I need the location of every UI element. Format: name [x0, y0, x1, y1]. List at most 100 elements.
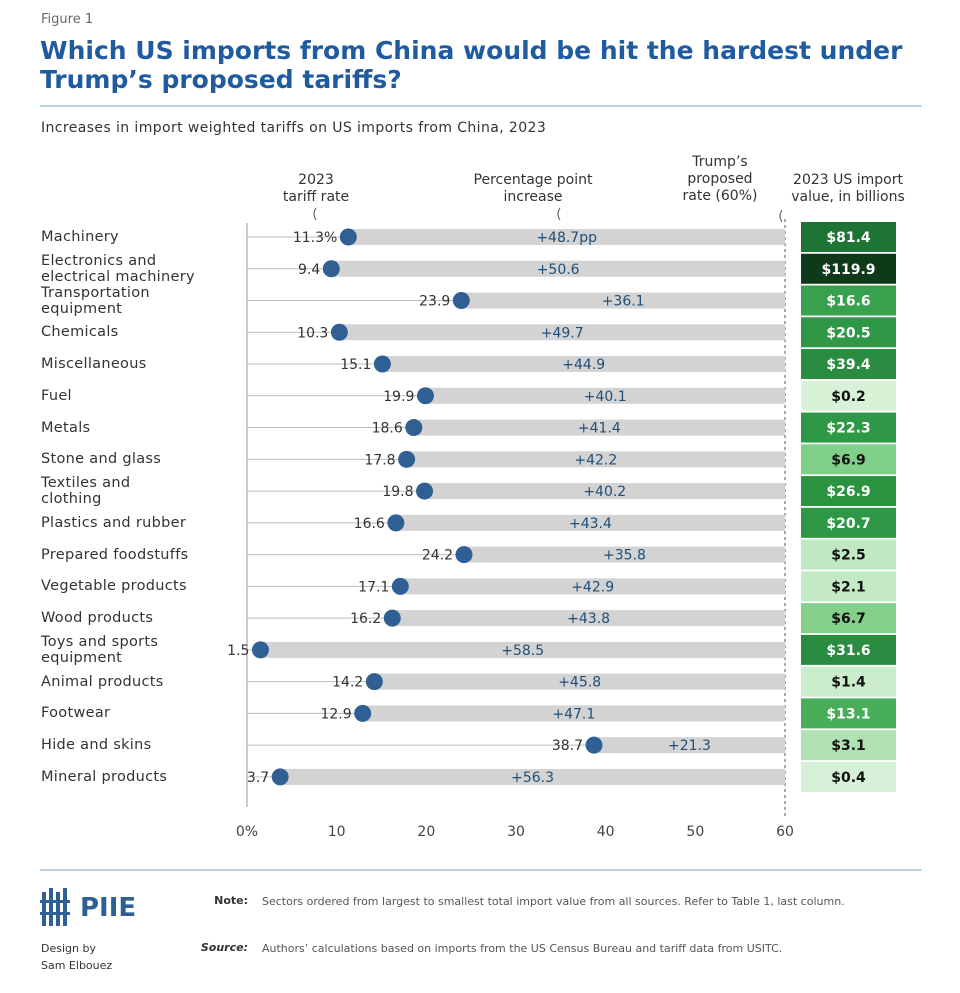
data-label: 1.5 [227, 643, 249, 659]
pointer [313, 207, 317, 221]
dot [452, 292, 470, 310]
import-cell [801, 571, 896, 602]
bar [331, 260, 785, 277]
data-label: +42.2 [574, 452, 617, 468]
import-cell [801, 761, 896, 792]
figure-label: Figure 1 [41, 12, 94, 27]
pointer [557, 207, 561, 221]
x-tick-label: 30 [507, 824, 525, 840]
annotation: 2023 US import value, in billions [791, 172, 905, 205]
data-label: +40.1 [584, 389, 627, 405]
data-label: 19.8 [382, 484, 413, 500]
data-label: 3.7 [247, 770, 269, 786]
import-label: $20.7 [826, 516, 870, 532]
bar [392, 610, 785, 627]
import-label: $22.3 [826, 421, 870, 437]
import-cell [801, 698, 896, 729]
import-label: $3.1 [831, 738, 866, 754]
import-label: $31.6 [826, 643, 870, 659]
data-label: 17.1 [358, 579, 389, 595]
data-label: +41.4 [578, 421, 621, 437]
x-tick-label: 60 [776, 824, 794, 840]
category-label: Prepared foodstuffs [41, 546, 189, 563]
category-label: Miscellaneous [41, 356, 147, 373]
import-cell [801, 285, 896, 316]
dot [416, 387, 434, 405]
dot [373, 355, 391, 373]
data-label: 15.1 [340, 357, 371, 373]
bar [362, 705, 785, 722]
data-label: +58.5 [501, 643, 544, 659]
bar [424, 483, 785, 500]
category-label: Stone and glass [41, 451, 162, 468]
annotation: Percentage point increase [473, 172, 593, 205]
dot [251, 641, 269, 659]
category-label: Fuel [41, 387, 72, 404]
chart-subtitle: Increases in import weighted tariffs on … [41, 120, 547, 136]
category-label: Transportation equipment [41, 284, 150, 317]
dot [387, 514, 405, 532]
bar [260, 641, 785, 658]
pointer [779, 209, 783, 223]
import-label: $26.9 [826, 484, 870, 500]
data-label: 23.9 [419, 294, 450, 310]
data-label: 19.9 [383, 389, 414, 405]
data-label: +42.9 [571, 579, 614, 595]
category-label: Toys and sports equipment [41, 633, 159, 666]
dot [391, 577, 409, 595]
dot [365, 673, 383, 691]
data-label: 16.2 [350, 611, 381, 627]
data-label: +36.1 [602, 294, 645, 310]
bar [382, 356, 785, 373]
x-tick-label: 0% [236, 824, 258, 840]
import-label: $81.4 [826, 230, 871, 246]
data-label: 18.6 [372, 421, 403, 437]
data-label: +43.4 [569, 516, 612, 532]
bar [280, 768, 785, 785]
bar [594, 737, 785, 754]
import-label: $0.4 [831, 770, 866, 786]
category-label: Plastics and rubber [41, 514, 187, 531]
credit: Design by Sam Elbouez [41, 942, 113, 972]
data-label: +21.3 [668, 738, 711, 754]
import-label: $13.1 [826, 706, 870, 722]
category-label: Footwear [41, 705, 111, 722]
bar [413, 419, 785, 436]
dot [383, 609, 401, 627]
data-label: 38.7 [552, 738, 583, 754]
logo: PIIE [80, 893, 137, 923]
import-cell [801, 476, 896, 507]
import-cell [801, 444, 896, 475]
import-cell [801, 412, 896, 443]
data-label: 16.6 [354, 516, 385, 532]
data-label: +48.7pp [536, 230, 597, 246]
data-label: 9.4 [298, 262, 320, 278]
import-label: $119.9 [821, 262, 875, 278]
bar [400, 578, 785, 595]
import-label: $0.2 [831, 389, 866, 405]
logo-icon [40, 888, 70, 926]
category-label: Textiles and clothing [41, 475, 131, 508]
x-tick-label: 10 [328, 824, 346, 840]
data-label: 17.8 [364, 452, 395, 468]
data-label: 14.2 [332, 675, 363, 691]
category-label: Wood products [41, 610, 154, 627]
import-cell [801, 317, 896, 348]
dot [416, 482, 434, 500]
import-cell [801, 507, 896, 538]
import-cell [801, 730, 896, 761]
bar [339, 324, 785, 341]
data-label: +43.8 [567, 611, 610, 627]
annotation: Trump’s proposed rate (60%) [682, 154, 758, 204]
bar [348, 229, 785, 245]
dot [405, 419, 423, 437]
import-label: $1.4 [831, 675, 866, 691]
category-label: Electronics and electrical machinery [41, 252, 195, 285]
import-label: $2.5 [831, 548, 866, 564]
dot [339, 228, 357, 246]
import-cell [801, 666, 896, 697]
dot [271, 768, 289, 786]
source-label: Source: [200, 941, 248, 954]
